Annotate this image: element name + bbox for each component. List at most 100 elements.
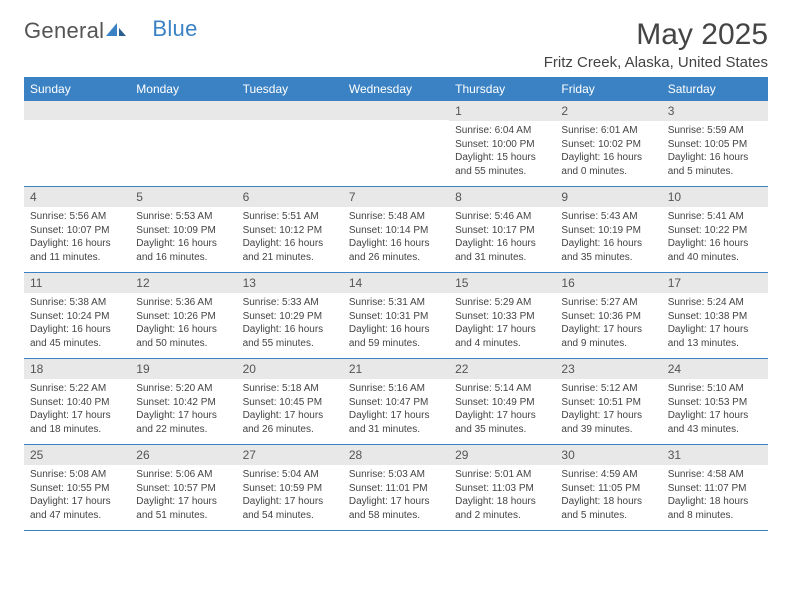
day-number: 21 bbox=[343, 359, 449, 379]
day-cell-num: 30 bbox=[555, 445, 661, 466]
day-details: Sunrise: 5:01 AMSunset: 11:03 PMDaylight… bbox=[449, 465, 555, 530]
day-cell-details: Sunrise: 5:16 AMSunset: 10:47 PMDaylight… bbox=[343, 379, 449, 445]
logo-sail-icon bbox=[106, 18, 126, 44]
day-number: 20 bbox=[237, 359, 343, 379]
day-cell-num: 4 bbox=[24, 187, 130, 208]
weekday-header: Friday bbox=[555, 77, 661, 101]
day-number: 22 bbox=[449, 359, 555, 379]
day-cell-num: 24 bbox=[662, 359, 768, 380]
day-number: 28 bbox=[343, 445, 449, 465]
day-cell-details: Sunrise: 5:03 AMSunset: 11:01 PMDaylight… bbox=[343, 465, 449, 531]
day-details: Sunrise: 5:24 AMSunset: 10:38 PMDaylight… bbox=[662, 293, 768, 358]
day-cell-num: 11 bbox=[24, 273, 130, 294]
day-cell-details: Sunrise: 5:22 AMSunset: 10:40 PMDaylight… bbox=[24, 379, 130, 445]
week-daynum-row: 123 bbox=[24, 101, 768, 121]
day-number: 30 bbox=[555, 445, 661, 465]
day-cell-details: Sunrise: 5:12 AMSunset: 10:51 PMDaylight… bbox=[555, 379, 661, 445]
day-details: Sunrise: 5:16 AMSunset: 10:47 PMDaylight… bbox=[343, 379, 449, 444]
day-details: Sunrise: 5:12 AMSunset: 10:51 PMDaylight… bbox=[555, 379, 661, 444]
day-cell-num: 10 bbox=[662, 187, 768, 208]
day-cell-details: Sunrise: 5:46 AMSunset: 10:17 PMDaylight… bbox=[449, 207, 555, 273]
week-details-row: Sunrise: 6:04 AMSunset: 10:00 PMDaylight… bbox=[24, 121, 768, 187]
day-cell-num: 9 bbox=[555, 187, 661, 208]
week-details-row: Sunrise: 5:22 AMSunset: 10:40 PMDaylight… bbox=[24, 379, 768, 445]
day-number: 5 bbox=[130, 187, 236, 207]
day-details: Sunrise: 5:53 AMSunset: 10:09 PMDaylight… bbox=[130, 207, 236, 272]
day-cell-details: Sunrise: 5:43 AMSunset: 10:19 PMDaylight… bbox=[555, 207, 661, 273]
day-cell-num: 18 bbox=[24, 359, 130, 380]
day-number: 17 bbox=[662, 273, 768, 293]
day-cell-num: 3 bbox=[662, 101, 768, 121]
day-cell-details: Sunrise: 5:33 AMSunset: 10:29 PMDaylight… bbox=[237, 293, 343, 359]
day-number: 27 bbox=[237, 445, 343, 465]
day-number: 11 bbox=[24, 273, 130, 293]
day-details: Sunrise: 5:36 AMSunset: 10:26 PMDaylight… bbox=[130, 293, 236, 358]
calendar-table: Sunday Monday Tuesday Wednesday Thursday… bbox=[24, 77, 768, 531]
day-cell-num: 19 bbox=[130, 359, 236, 380]
day-number: 9 bbox=[555, 187, 661, 207]
day-cell-details: Sunrise: 6:01 AMSunset: 10:02 PMDaylight… bbox=[555, 121, 661, 187]
header: General Blue May 2025 Fritz Creek, Alask… bbox=[24, 18, 768, 71]
day-details: Sunrise: 5:33 AMSunset: 10:29 PMDaylight… bbox=[237, 293, 343, 358]
day-number: 13 bbox=[237, 273, 343, 293]
day-details: Sunrise: 6:04 AMSunset: 10:00 PMDaylight… bbox=[449, 121, 555, 186]
day-cell-num: 12 bbox=[130, 273, 236, 294]
week-daynum-row: 25262728293031 bbox=[24, 445, 768, 466]
day-cell-details: Sunrise: 5:20 AMSunset: 10:42 PMDaylight… bbox=[130, 379, 236, 445]
day-cell-num: 25 bbox=[24, 445, 130, 466]
weekday-header-row: Sunday Monday Tuesday Wednesday Thursday… bbox=[24, 77, 768, 101]
day-details: Sunrise: 5:43 AMSunset: 10:19 PMDaylight… bbox=[555, 207, 661, 272]
day-number: 25 bbox=[24, 445, 130, 465]
day-cell-num: 17 bbox=[662, 273, 768, 294]
weekday-header: Monday bbox=[130, 77, 236, 101]
day-cell-num: 1 bbox=[449, 101, 555, 121]
day-cell-details: Sunrise: 5:36 AMSunset: 10:26 PMDaylight… bbox=[130, 293, 236, 359]
day-cell-num bbox=[343, 101, 449, 121]
day-number bbox=[24, 101, 130, 120]
day-cell-num: 31 bbox=[662, 445, 768, 466]
day-number: 14 bbox=[343, 273, 449, 293]
day-details bbox=[24, 121, 130, 179]
day-cell-details: Sunrise: 5:08 AMSunset: 10:55 PMDaylight… bbox=[24, 465, 130, 531]
weekday-header: Thursday bbox=[449, 77, 555, 101]
day-cell-details: Sunrise: 5:18 AMSunset: 10:45 PMDaylight… bbox=[237, 379, 343, 445]
day-cell-num bbox=[130, 101, 236, 121]
day-cell-details: Sunrise: 6:04 AMSunset: 10:00 PMDaylight… bbox=[449, 121, 555, 187]
day-cell-num: 2 bbox=[555, 101, 661, 121]
day-number: 7 bbox=[343, 187, 449, 207]
location: Fritz Creek, Alaska, United States bbox=[544, 54, 768, 71]
day-cell-details: Sunrise: 5:59 AMSunset: 10:05 PMDaylight… bbox=[662, 121, 768, 187]
day-number: 1 bbox=[449, 101, 555, 121]
week-details-row: Sunrise: 5:38 AMSunset: 10:24 PMDaylight… bbox=[24, 293, 768, 359]
day-details: Sunrise: 5:04 AMSunset: 10:59 PMDaylight… bbox=[237, 465, 343, 530]
day-number: 23 bbox=[555, 359, 661, 379]
day-details: Sunrise: 5:14 AMSunset: 10:49 PMDaylight… bbox=[449, 379, 555, 444]
day-cell-details: Sunrise: 5:04 AMSunset: 10:59 PMDaylight… bbox=[237, 465, 343, 531]
day-cell-details: Sunrise: 5:10 AMSunset: 10:53 PMDaylight… bbox=[662, 379, 768, 445]
day-number: 19 bbox=[130, 359, 236, 379]
day-number bbox=[343, 101, 449, 120]
day-cell-num: 23 bbox=[555, 359, 661, 380]
day-cell-details: Sunrise: 5:48 AMSunset: 10:14 PMDaylight… bbox=[343, 207, 449, 273]
day-cell-details: Sunrise: 5:14 AMSunset: 10:49 PMDaylight… bbox=[449, 379, 555, 445]
day-number: 8 bbox=[449, 187, 555, 207]
day-details: Sunrise: 5:56 AMSunset: 10:07 PMDaylight… bbox=[24, 207, 130, 272]
day-cell-num: 8 bbox=[449, 187, 555, 208]
title-block: May 2025 Fritz Creek, Alaska, United Sta… bbox=[544, 18, 768, 71]
day-details: Sunrise: 5:20 AMSunset: 10:42 PMDaylight… bbox=[130, 379, 236, 444]
day-cell-num: 7 bbox=[343, 187, 449, 208]
day-cell-num bbox=[24, 101, 130, 121]
day-cell-details: Sunrise: 5:06 AMSunset: 10:57 PMDaylight… bbox=[130, 465, 236, 531]
day-cell-details: Sunrise: 5:51 AMSunset: 10:12 PMDaylight… bbox=[237, 207, 343, 273]
day-details bbox=[343, 121, 449, 179]
day-details: Sunrise: 5:48 AMSunset: 10:14 PMDaylight… bbox=[343, 207, 449, 272]
day-number: 26 bbox=[130, 445, 236, 465]
day-details: Sunrise: 5:41 AMSunset: 10:22 PMDaylight… bbox=[662, 207, 768, 272]
day-details: Sunrise: 4:59 AMSunset: 11:05 PMDaylight… bbox=[555, 465, 661, 530]
day-details: Sunrise: 5:29 AMSunset: 10:33 PMDaylight… bbox=[449, 293, 555, 358]
day-cell-details: Sunrise: 4:58 AMSunset: 11:07 PMDaylight… bbox=[662, 465, 768, 531]
weekday-header: Saturday bbox=[662, 77, 768, 101]
week-details-row: Sunrise: 5:08 AMSunset: 10:55 PMDaylight… bbox=[24, 465, 768, 531]
week-daynum-row: 45678910 bbox=[24, 187, 768, 208]
day-cell-num: 15 bbox=[449, 273, 555, 294]
